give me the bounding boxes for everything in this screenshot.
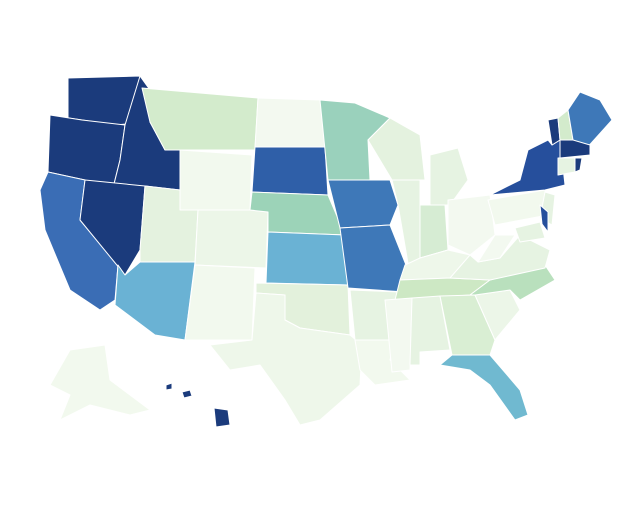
state[interactable] (514, 221, 546, 243)
state[interactable] (194, 209, 269, 269)
state[interactable] (209, 292, 363, 426)
state[interactable] (179, 149, 253, 211)
state[interactable] (213, 407, 231, 428)
state[interactable] (384, 297, 413, 373)
state[interactable] (184, 264, 256, 341)
state[interactable] (419, 204, 449, 259)
state[interactable] (439, 354, 529, 421)
state[interactable] (254, 97, 326, 148)
state[interactable] (181, 389, 193, 399)
state[interactable] (429, 147, 469, 206)
state[interactable] (477, 234, 516, 263)
state[interactable] (265, 231, 349, 286)
state[interactable] (574, 157, 583, 173)
state[interactable] (539, 204, 549, 233)
state[interactable] (165, 382, 173, 391)
state[interactable] (447, 194, 496, 256)
state[interactable] (327, 179, 399, 229)
state[interactable] (557, 157, 576, 176)
state[interactable] (49, 344, 151, 421)
state[interactable] (559, 139, 591, 159)
state[interactable] (251, 146, 329, 196)
state[interactable] (367, 117, 426, 181)
state[interactable] (79, 179, 146, 276)
